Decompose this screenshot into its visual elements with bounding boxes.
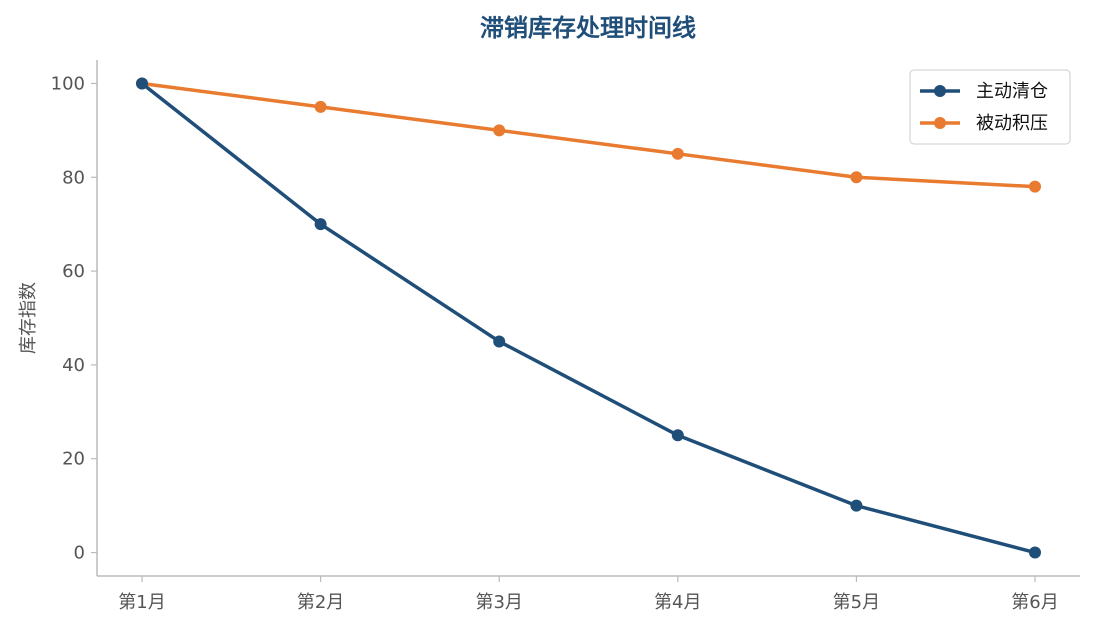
x-tick-label: 第2月 bbox=[297, 592, 344, 613]
legend-label: 被动积压 bbox=[976, 113, 1048, 134]
chart-title: 滞销库存处理时间线 bbox=[480, 14, 696, 42]
data-point bbox=[850, 171, 863, 184]
y-axis-label: 库存指数 bbox=[18, 282, 39, 354]
x-tick-label: 第1月 bbox=[118, 592, 165, 613]
legend-item: 被动积压 bbox=[920, 113, 1048, 134]
data-point bbox=[1029, 546, 1041, 559]
y-tick-label: 60 bbox=[62, 261, 85, 282]
y-tick-label: 0 bbox=[74, 543, 85, 564]
legend-label: 主动清仓 bbox=[976, 81, 1048, 102]
axes: 0 20 40 60 80 100 第1月 第2月 第3月 第4月 第5月 第6月 bbox=[51, 60, 1080, 613]
y-tick-label: 100 bbox=[51, 73, 85, 94]
legend-marker bbox=[934, 85, 946, 97]
legend-box bbox=[909, 69, 1071, 145]
legend-marker bbox=[934, 117, 946, 129]
x-tick-label: 第5月 bbox=[833, 592, 880, 613]
data-point bbox=[671, 147, 684, 160]
legend-item: 主动清仓 bbox=[920, 81, 1048, 102]
series-1 bbox=[136, 77, 1041, 559]
x-tick-label: 第3月 bbox=[475, 592, 522, 613]
x-tick-label: 第4月 bbox=[654, 592, 701, 613]
data-point bbox=[314, 218, 327, 231]
y-tick-label: 20 bbox=[62, 449, 85, 470]
data-point bbox=[493, 124, 506, 137]
data-point bbox=[136, 77, 148, 90]
x-tick-label: 第6月 bbox=[1011, 592, 1058, 613]
series-line bbox=[140, 81, 1037, 189]
data-point bbox=[1029, 180, 1041, 193]
series-line bbox=[140, 81, 1037, 555]
data-point bbox=[493, 335, 506, 348]
series-layer bbox=[136, 77, 1041, 559]
data-point bbox=[314, 100, 327, 113]
data-point bbox=[671, 429, 684, 442]
data-point bbox=[850, 499, 863, 512]
y-tick-label: 80 bbox=[62, 167, 85, 188]
y-tick-label: 40 bbox=[62, 355, 85, 376]
series-2 bbox=[136, 77, 1041, 193]
